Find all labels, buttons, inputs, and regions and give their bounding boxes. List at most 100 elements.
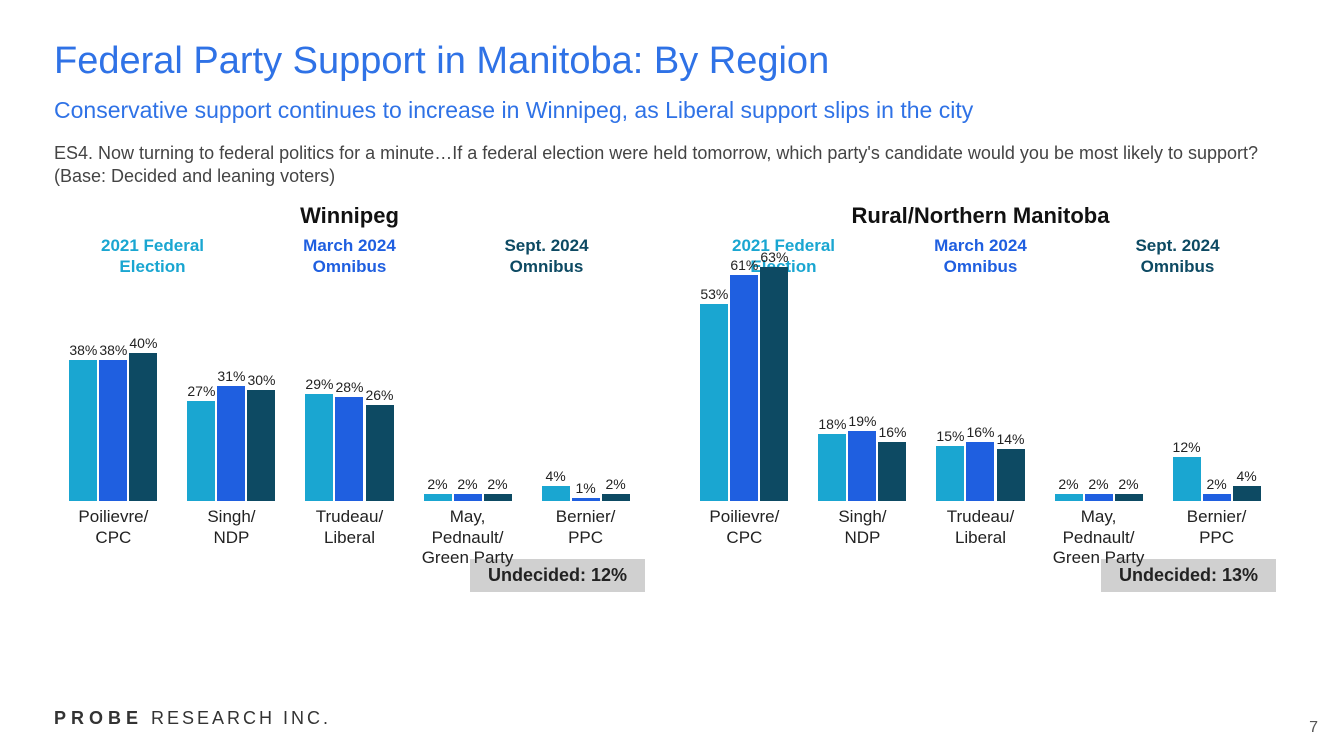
bar-wrap: 2% — [1115, 476, 1143, 501]
bar-wrap: 2% — [1085, 476, 1113, 501]
bar-value-label: 2% — [457, 476, 477, 492]
bar-value-label: 30% — [247, 372, 275, 388]
bar-wrap: 2% — [1203, 476, 1231, 501]
panel-title: Rural/Northern Manitoba — [685, 203, 1276, 229]
bar-value-label: 2% — [1118, 476, 1138, 492]
bar — [818, 434, 846, 501]
bar — [217, 386, 245, 501]
bar-value-label: 2% — [1088, 476, 1108, 492]
bar-value-label: 61% — [730, 257, 758, 273]
bar — [730, 275, 758, 502]
bar-value-label: 1% — [575, 480, 595, 496]
bar-wrap: 2% — [454, 476, 482, 501]
bar-value-label: 16% — [966, 424, 994, 440]
bar — [129, 353, 157, 502]
bar-wrap: 2% — [1055, 476, 1083, 501]
category-label: May, Pednault/Green Party — [1043, 507, 1154, 549]
bars: 2% 2% 2% — [424, 241, 512, 501]
bar-group: 12%2%4%Bernier/PPC — [1161, 241, 1272, 549]
bar — [602, 494, 630, 501]
bar-wrap: 63% — [760, 249, 788, 501]
bar-value-label: 27% — [187, 383, 215, 399]
category-label: Poilievre/CPC — [78, 507, 148, 549]
bar — [187, 401, 215, 501]
bars: 15%16%14% — [936, 241, 1024, 501]
bars: 4% 1% 2% — [542, 241, 630, 501]
bar-group: 53%61%63% Poilievre/CPC — [689, 241, 800, 549]
chart-panel-winnipeg: Winnipeg 2021 Federal Election March 202… — [54, 203, 645, 593]
bar-value-label: 2% — [427, 476, 447, 492]
category-label: Trudeau/Liberal — [316, 507, 383, 549]
bar — [247, 390, 275, 501]
bar — [966, 442, 994, 501]
bar-group: 2% 2% 2% May, Pednault/Green Party — [1043, 241, 1154, 549]
plot-area: 38%38%40%Poilievre/CPC27%31%30%Singh/NDP… — [54, 289, 645, 549]
bar-value-label: 18% — [818, 416, 846, 432]
bar-value-label: 28% — [335, 379, 363, 395]
bar-value-label: 63% — [760, 249, 788, 265]
footer-bold: PROBE — [54, 708, 143, 728]
bars: 27%31%30% — [187, 241, 275, 501]
bar — [760, 267, 788, 501]
bar-value-label: 16% — [878, 424, 906, 440]
bar-wrap: 12% — [1173, 439, 1201, 502]
bar-value-label: 4% — [545, 468, 565, 484]
bar — [542, 486, 570, 501]
bar-value-label: 38% — [69, 342, 97, 358]
bar-group: 4% 1% 2% Bernier/PPC — [530, 241, 641, 549]
bars: 2% 2% 2% — [1055, 241, 1143, 501]
bar-value-label: 12% — [1173, 439, 1201, 455]
footer-light: RESEARCH INC. — [143, 708, 331, 728]
bar-wrap: 2% — [602, 476, 630, 501]
bar — [848, 431, 876, 502]
bar-value-label: 4% — [1236, 468, 1256, 484]
bar-wrap: 31% — [217, 368, 245, 501]
category-label: Poilievre/CPC — [709, 507, 779, 549]
bar-wrap: 19% — [848, 413, 876, 502]
bar-wrap: 2% — [424, 476, 452, 501]
bar-wrap: 61% — [730, 257, 758, 502]
slide-title: Federal Party Support in Manitoba: By Re… — [54, 40, 1276, 83]
bar — [335, 397, 363, 501]
bar — [1055, 494, 1083, 501]
bar — [878, 442, 906, 501]
bar-group: 2% 2% 2% May, Pednault/Green Party — [412, 241, 523, 549]
bar-wrap: 26% — [365, 387, 393, 502]
bar — [99, 360, 127, 501]
bar-wrap: 15% — [936, 428, 964, 502]
bar-value-label: 53% — [700, 286, 728, 302]
bar-wrap: 4% — [542, 468, 570, 501]
bars: 29%28%26% — [305, 241, 393, 501]
bar — [936, 446, 964, 502]
bar-value-label: 2% — [605, 476, 625, 492]
category-label: Bernier/PPC — [556, 507, 616, 549]
bar-value-label: 31% — [217, 368, 245, 384]
bars: 38%38%40% — [69, 241, 157, 501]
bar-value-label: 26% — [365, 387, 393, 403]
category-label: Singh/NDP — [207, 507, 255, 549]
bar — [572, 498, 600, 502]
bar-wrap: 53% — [700, 286, 728, 501]
bar-wrap: 29% — [305, 376, 333, 502]
bar-wrap: 16% — [878, 424, 906, 501]
bars: 53%61%63% — [700, 241, 788, 501]
bar-wrap: 14% — [996, 431, 1024, 501]
bar-wrap: 38% — [69, 342, 97, 501]
bar-wrap: 4% — [1233, 468, 1261, 501]
bar-group: 18%19%16% Singh/NDP — [807, 241, 918, 549]
category-label: Singh/NDP — [838, 507, 886, 549]
slide-subtitle: Conservative support continues to increa… — [54, 97, 1276, 124]
bar-wrap: 18% — [818, 416, 846, 501]
category-label: May, Pednault/Green Party — [412, 507, 523, 549]
plot-area: 53%61%63%Poilievre/CPC18%19%16%Singh/NDP… — [685, 289, 1276, 549]
bar-value-label: 2% — [1058, 476, 1078, 492]
bar — [69, 360, 97, 501]
bar-value-label: 15% — [936, 428, 964, 444]
bar-value-label: 19% — [848, 413, 876, 429]
bar-value-label: 2% — [487, 476, 507, 492]
bar-wrap: 40% — [129, 335, 157, 502]
bar — [1085, 494, 1113, 501]
bar — [424, 494, 452, 501]
bar — [997, 449, 1025, 501]
bar — [454, 494, 482, 501]
